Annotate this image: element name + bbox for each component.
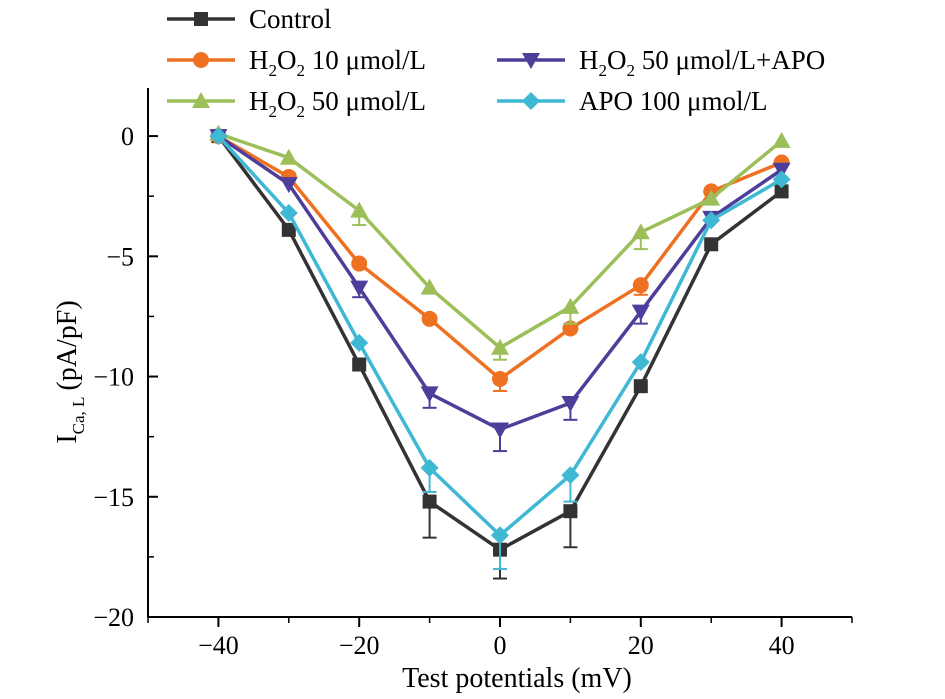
data-point (281, 222, 296, 237)
data-point (491, 526, 509, 545)
data-point (702, 189, 721, 206)
data-point (492, 370, 508, 387)
legend-marker (193, 52, 209, 68)
data-point (631, 304, 650, 321)
y-tick-label: −20 (93, 603, 134, 632)
x-tick-label: −40 (198, 631, 239, 660)
data-point (633, 379, 648, 394)
y-axis-title-sub: Ca, L (69, 397, 88, 435)
data-point (561, 466, 580, 485)
y-tick-label: −5 (106, 242, 134, 271)
axes: 0 −5 −10 −15 −20 −40 −20 0 20 40 (93, 88, 853, 660)
data-point (632, 277, 649, 294)
data-point (420, 458, 439, 477)
data-point (561, 297, 580, 314)
y-axis-title-unit: (pA/pF) (52, 300, 83, 390)
x-tick-label: 40 (769, 631, 795, 660)
legend-label: Control (249, 4, 332, 34)
data-point (561, 395, 580, 412)
y-axis-title-main: I (52, 434, 83, 443)
x-axis-title: Test potentials (mV) (402, 663, 632, 694)
legend-label: H2O2 10 μmol/L (249, 45, 426, 80)
legend: Control H2O2 10 μmol/L H2O2 50 μmol/L H2O2 … (167, 4, 825, 121)
data-point (350, 333, 369, 352)
legend-label: H2O2 50 μmol/L (249, 86, 426, 121)
data-point (772, 131, 791, 148)
legend-item-3: H2O2 50 μmol/L+APO (497, 45, 825, 80)
legend-item-0: Control (167, 4, 332, 34)
data-point (420, 386, 439, 403)
legend-label: APO 100 μmol/L (579, 86, 768, 116)
legend-marker (522, 53, 540, 69)
x-tick-label: −20 (339, 631, 380, 660)
legend-marker (522, 92, 540, 110)
legend-marker (194, 12, 208, 26)
data-point (772, 170, 791, 189)
legend-item-1: H2O2 10 μmol/L (167, 45, 426, 80)
data-point (350, 280, 369, 297)
y-tick-label: −15 (93, 483, 134, 512)
x-tick-label: 0 (494, 631, 507, 660)
data-point (209, 127, 228, 146)
x-tick-label: 20 (628, 631, 654, 660)
data-point (631, 353, 650, 372)
legend-item-2: H2O2 50 μmol/L (167, 86, 426, 121)
data-point (352, 357, 367, 372)
data-point (631, 223, 650, 240)
y-tick-label: −10 (93, 363, 134, 392)
data-point (704, 237, 719, 252)
y-axis-title: ICa, L (pA/pF) (52, 300, 88, 443)
data-point (350, 201, 369, 218)
data-point (774, 184, 789, 199)
data-point (279, 148, 298, 165)
legend-marker (192, 92, 210, 108)
data-point (421, 310, 438, 327)
data-point (422, 494, 437, 509)
series-4 (209, 127, 791, 570)
series-layer (209, 124, 791, 580)
legend-label: H2O2 50 μmol/L+APO (579, 45, 825, 80)
legend-item-4: APO 100 μmol/L (497, 86, 768, 116)
y-tick-label: 0 (121, 122, 134, 151)
data-point (491, 338, 509, 355)
series-2 (209, 124, 791, 361)
data-point (702, 211, 721, 230)
data-point (279, 204, 298, 223)
data-point (563, 504, 578, 519)
series-3 (209, 129, 791, 453)
data-point (491, 422, 509, 439)
data-point (279, 177, 298, 194)
data-point (351, 255, 368, 272)
data-point (420, 278, 439, 295)
